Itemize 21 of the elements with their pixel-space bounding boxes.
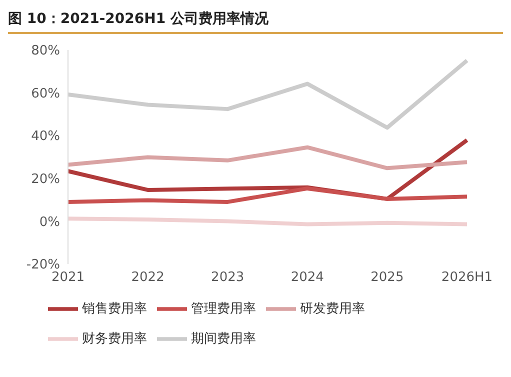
chart-title: 图 10：2021-2026H1 公司费用率情况 [8,8,503,34]
x-tick-label: 2022 [131,270,164,286]
legend-label: 销售费用率 [82,302,147,317]
x-tick-label: 2026H1 [441,270,493,286]
y-tick-label: 80% [31,44,60,59]
y-tick-label: 0% [39,214,60,230]
y-tick-label: 60% [31,86,60,102]
line-series [66,58,469,130]
x-tick-label: 2021 [51,270,85,286]
legend-label: 期间费用率 [191,332,256,347]
y-tick-label: -20% [26,258,60,273]
x-tick-label: 2025 [370,270,404,286]
legend-label: 管理费用率 [191,302,256,317]
x-tick-label: 2023 [211,270,244,286]
y-tick-label: 40% [31,129,60,144]
line-series [66,186,469,204]
legend-label: 研发费用率 [300,302,365,317]
line-series [66,145,469,170]
y-tick-label: 20% [31,172,60,188]
x-tick-label: 2024 [290,270,324,286]
legend-label: 财务费用率 [82,332,147,347]
